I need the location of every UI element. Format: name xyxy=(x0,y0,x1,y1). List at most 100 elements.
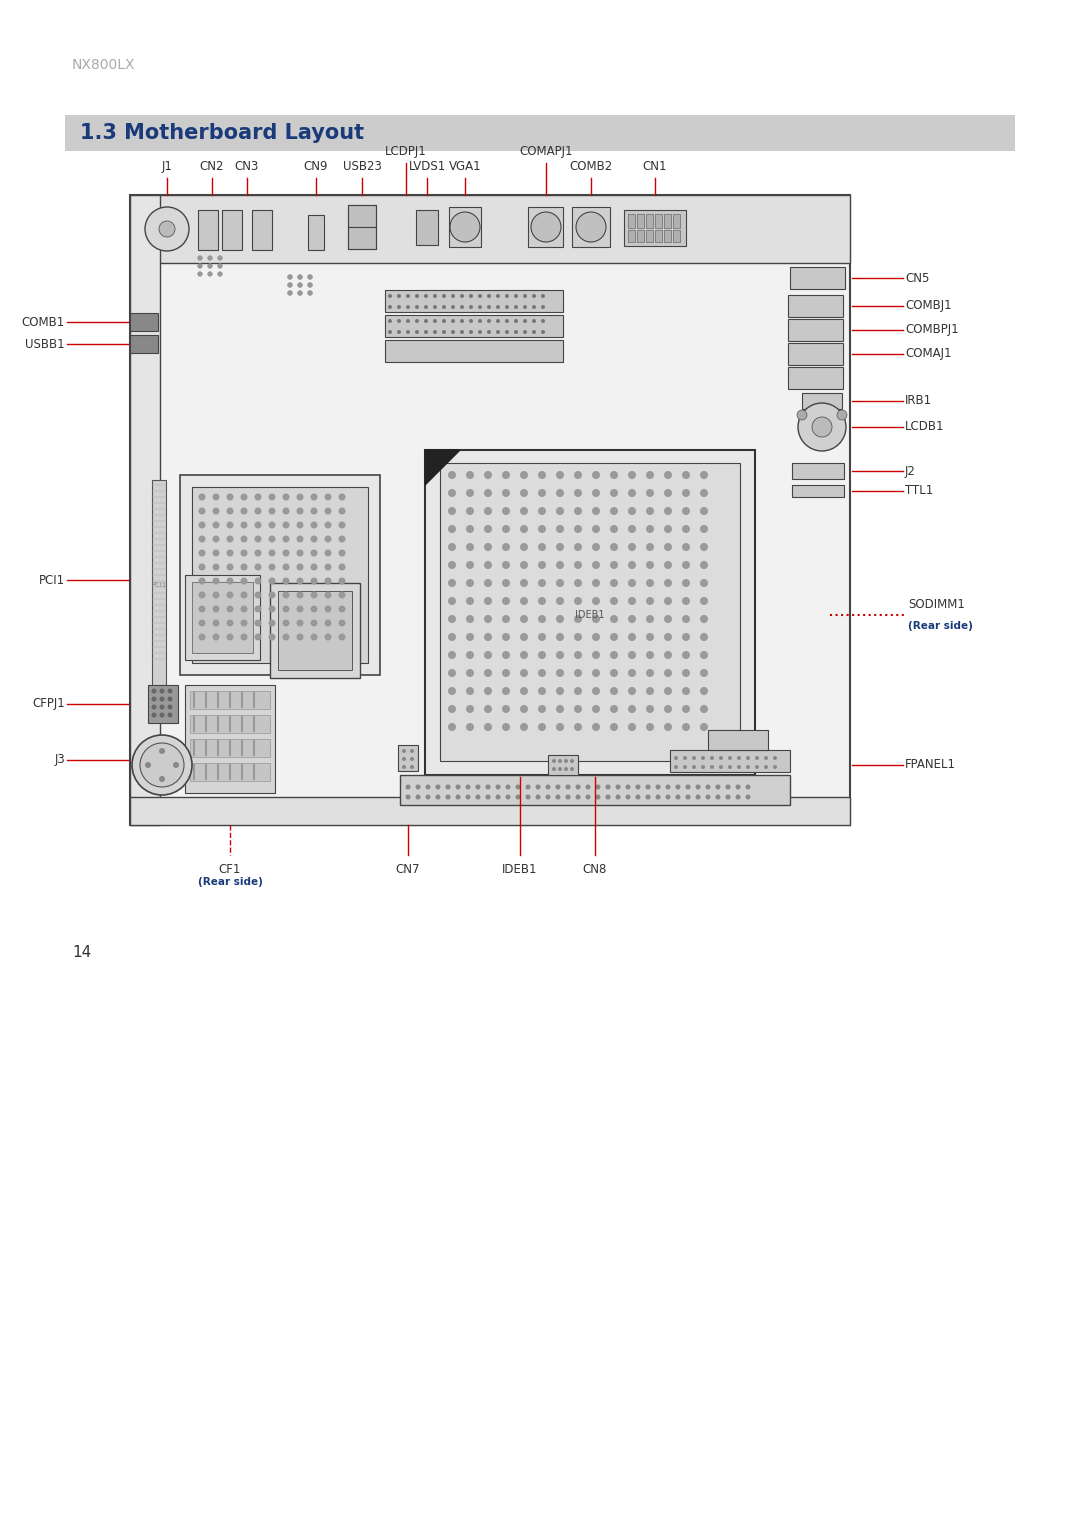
Circle shape xyxy=(610,525,618,533)
Circle shape xyxy=(465,634,474,641)
Circle shape xyxy=(297,507,303,515)
Circle shape xyxy=(664,687,672,695)
Text: NX800LX: NX800LX xyxy=(72,58,135,72)
Circle shape xyxy=(595,794,600,800)
Circle shape xyxy=(646,544,654,551)
Text: USBB1: USBB1 xyxy=(25,337,65,351)
Circle shape xyxy=(576,212,606,241)
Circle shape xyxy=(700,525,708,533)
Circle shape xyxy=(700,470,708,479)
Circle shape xyxy=(681,634,690,641)
Circle shape xyxy=(683,765,687,770)
Bar xyxy=(624,211,686,246)
Circle shape xyxy=(664,597,672,605)
Circle shape xyxy=(297,634,303,640)
Circle shape xyxy=(700,615,708,623)
Circle shape xyxy=(217,272,222,276)
Circle shape xyxy=(484,669,492,676)
Circle shape xyxy=(519,489,528,496)
Circle shape xyxy=(505,785,511,789)
Circle shape xyxy=(469,319,473,324)
Circle shape xyxy=(656,785,661,789)
Circle shape xyxy=(610,560,618,570)
Circle shape xyxy=(556,687,564,695)
Circle shape xyxy=(538,634,546,641)
Text: CN3: CN3 xyxy=(234,160,259,173)
Circle shape xyxy=(465,470,474,479)
Circle shape xyxy=(448,669,456,676)
Text: PCI1: PCI1 xyxy=(151,582,166,588)
Circle shape xyxy=(627,634,636,641)
Circle shape xyxy=(764,765,768,770)
Circle shape xyxy=(538,651,546,660)
Circle shape xyxy=(665,794,671,800)
Circle shape xyxy=(573,579,582,586)
Circle shape xyxy=(665,785,671,789)
Circle shape xyxy=(610,597,618,605)
Circle shape xyxy=(664,705,672,713)
Circle shape xyxy=(576,794,581,800)
Circle shape xyxy=(625,785,631,789)
Circle shape xyxy=(755,765,759,770)
Circle shape xyxy=(646,597,654,605)
Text: CN9: CN9 xyxy=(303,160,328,173)
Circle shape xyxy=(287,275,293,279)
Polygon shape xyxy=(426,450,460,486)
Circle shape xyxy=(324,522,332,528)
Circle shape xyxy=(397,305,401,308)
Circle shape xyxy=(160,689,164,693)
Text: PCI1: PCI1 xyxy=(39,574,65,586)
Circle shape xyxy=(465,687,474,695)
Circle shape xyxy=(198,272,203,276)
Bar xyxy=(572,208,610,247)
Text: J3: J3 xyxy=(54,753,65,767)
Circle shape xyxy=(424,330,428,334)
Circle shape xyxy=(269,536,275,542)
Circle shape xyxy=(465,525,474,533)
Circle shape xyxy=(448,579,456,586)
Circle shape xyxy=(496,330,500,334)
Circle shape xyxy=(297,620,303,626)
Circle shape xyxy=(287,290,293,296)
Circle shape xyxy=(241,591,247,599)
Circle shape xyxy=(519,525,528,533)
Circle shape xyxy=(798,403,846,450)
Circle shape xyxy=(213,550,219,556)
Circle shape xyxy=(269,507,275,515)
Circle shape xyxy=(308,290,312,296)
Text: (Rear side): (Rear side) xyxy=(198,876,262,887)
Circle shape xyxy=(683,756,687,760)
Circle shape xyxy=(592,687,600,695)
Circle shape xyxy=(484,470,492,479)
Circle shape xyxy=(664,722,672,731)
Circle shape xyxy=(610,507,618,515)
Circle shape xyxy=(198,264,203,269)
Circle shape xyxy=(496,785,500,789)
Circle shape xyxy=(324,550,332,556)
Circle shape xyxy=(681,470,690,479)
Circle shape xyxy=(241,550,247,556)
Circle shape xyxy=(505,319,509,324)
Circle shape xyxy=(435,794,441,800)
Circle shape xyxy=(424,295,428,298)
Circle shape xyxy=(646,722,654,731)
Circle shape xyxy=(487,305,491,308)
Circle shape xyxy=(556,579,564,586)
Circle shape xyxy=(397,295,401,298)
Circle shape xyxy=(460,319,464,324)
Circle shape xyxy=(388,295,392,298)
Bar xyxy=(627,214,635,228)
Bar xyxy=(190,715,270,733)
Circle shape xyxy=(283,634,289,640)
Bar xyxy=(130,195,160,825)
Circle shape xyxy=(255,507,261,515)
Circle shape xyxy=(700,597,708,605)
Circle shape xyxy=(555,785,561,789)
Circle shape xyxy=(531,212,561,241)
Circle shape xyxy=(283,620,289,626)
Circle shape xyxy=(664,507,672,515)
Circle shape xyxy=(502,507,510,515)
Circle shape xyxy=(627,489,636,496)
Circle shape xyxy=(450,212,480,241)
Circle shape xyxy=(715,785,720,789)
